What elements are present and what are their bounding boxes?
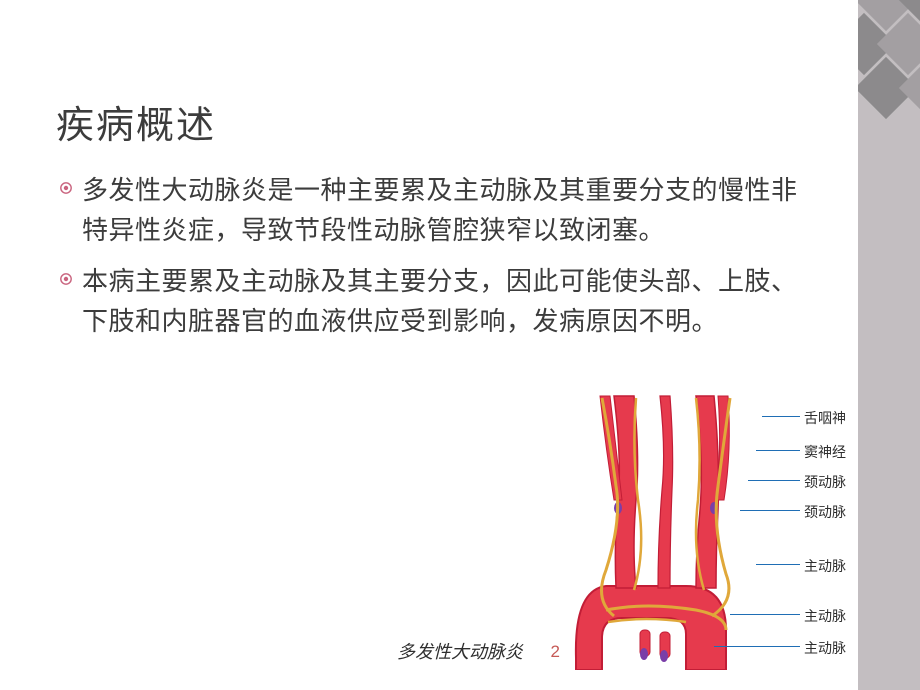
- slide-title: 疾病概述: [56, 94, 216, 149]
- diagram-lead-line: [740, 510, 800, 511]
- diagram-lead-line: [714, 646, 800, 647]
- diagram-label: 颈动脉: [804, 472, 846, 492]
- diagram-label: 主动脉: [804, 606, 846, 626]
- diagram-label: 主动脉: [804, 638, 846, 658]
- bullet-text: 多发性大动脉炎是一种主要累及主动脉及其重要分支的慢性非特异性炎症，导致节段性动脉…: [82, 170, 806, 251]
- diagram-lead-line: [730, 614, 800, 615]
- bullet-marker-icon: [56, 178, 76, 198]
- artery-diagram: 舌咽神窦神经颈动脉颈动脉主动脉主动脉主动脉: [536, 390, 846, 670]
- diagram-lead-line: [762, 416, 800, 417]
- diagram-label: 舌咽神: [804, 408, 846, 428]
- footer-title: 多发性大动脉炎: [397, 638, 523, 664]
- diagram-lead-line: [756, 564, 800, 565]
- bullet-item: 多发性大动脉炎是一种主要累及主动脉及其重要分支的慢性非特异性炎症，导致节段性动脉…: [56, 170, 806, 251]
- diagram-label: 窦神经: [804, 442, 846, 462]
- bullet-text: 本病主要累及主动脉及其主要分支，因此可能使头部、上肢、下肢和内脏器官的血液供应受…: [82, 261, 806, 342]
- artery-svg: [536, 390, 846, 670]
- diagram-label: 主动脉: [804, 556, 846, 576]
- page-number: 2: [551, 642, 560, 662]
- bullet-item: 本病主要累及主动脉及其主要分支，因此可能使头部、上肢、下肢和内脏器官的血液供应受…: [56, 261, 806, 342]
- diagram-lead-line: [756, 450, 800, 451]
- bullet-marker-icon: [56, 269, 76, 289]
- diagram-label: 颈动脉: [804, 502, 846, 522]
- decorative-sidebar: [858, 0, 920, 690]
- diagram-lead-line: [748, 480, 800, 481]
- bullet-list: 多发性大动脉炎是一种主要累及主动脉及其重要分支的慢性非特异性炎症，导致节段性动脉…: [56, 170, 806, 351]
